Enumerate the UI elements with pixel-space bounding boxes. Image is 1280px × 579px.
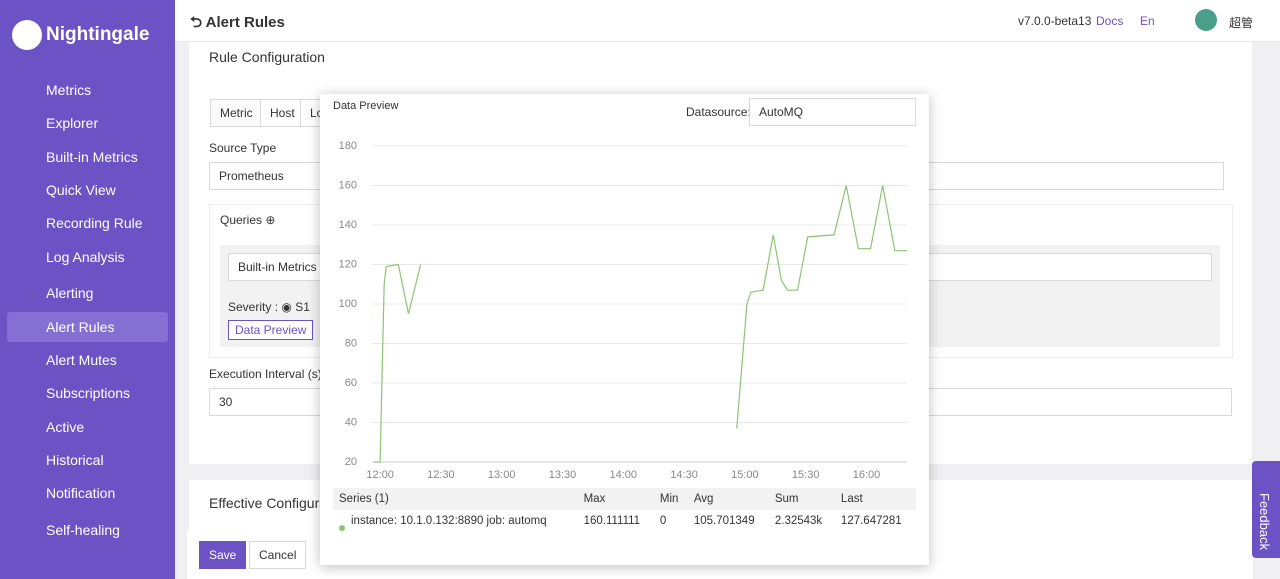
y-tick-label: 60 [345, 377, 357, 389]
avatar[interactable] [1195, 9, 1217, 31]
tab[interactable]: Metric [210, 99, 263, 127]
chart: 20 40 60 80 100 120 140 160 180 12:00 12:30 13:00 13… [339, 140, 907, 481]
menu-item[interactable]: Built-in Metrics [46, 149, 138, 165]
severity: Severity : ◉ S1 [228, 300, 310, 314]
y-tick-label: 100 [339, 298, 357, 310]
severity-option[interactable]: S1 [295, 300, 310, 314]
menu-item[interactable]: Metrics [46, 82, 92, 98]
label: Datasource: [686, 105, 751, 119]
severity-label: Severity [228, 300, 272, 314]
series-table: Series (1) Max Min Avg Sum Last instance: 10.… [333, 488, 916, 532]
tab[interactable]: Host [260, 99, 305, 127]
section-title: Effective Configurati [209, 495, 335, 511]
column-header[interactable]: Sum [774, 493, 799, 505]
menu-item[interactable]: Historical [46, 452, 104, 468]
menu-item[interactable]: Self-healing [46, 522, 120, 538]
menu-item[interactable]: Alert Rules [46, 319, 115, 335]
lang[interactable]: En [1140, 14, 1155, 28]
y-tick-label: 160 [339, 179, 357, 191]
sep: : [274, 300, 279, 314]
legend-dot [339, 525, 345, 531]
x-tick-label: 15:30 [792, 469, 820, 481]
x-tick-label: 13:30 [549, 469, 577, 481]
title: Alert Rules [205, 14, 285, 31]
menu-item[interactable]: Explorer [46, 115, 99, 131]
x-tick-label: 12:00 [366, 469, 394, 481]
x-tick-label: 14:30 [670, 469, 698, 481]
feedback[interactable]: Feedback [1252, 461, 1280, 558]
cell: 160.111111 [583, 515, 641, 527]
x-tick-label: 16:00 [853, 469, 881, 481]
docs-link[interactable]: Docs [1096, 14, 1124, 28]
cell: 2.32543k [774, 515, 823, 527]
save-button[interactable]: Save [199, 541, 247, 569]
header: ⮌ Alert Rules v7.0.0-beta13 Docs En 超管 [175, 0, 1280, 42]
popup-title: Data Preview [333, 100, 399, 112]
column-header[interactable]: Min [659, 493, 679, 505]
table-row: instance: 10.1.0.132:8890 job: automq 160… [333, 510, 916, 532]
cancel-button[interactable]: Cancel [249, 541, 307, 569]
logo-icon [12, 20, 42, 50]
page-title: ⮌ Alert Rules [190, 14, 285, 31]
x-tick-label: 14:00 [610, 469, 638, 481]
datasource-select[interactable]: AutoMQ [749, 98, 916, 126]
y-tick-label: 40 [345, 416, 357, 428]
menu-item[interactable]: Active [46, 419, 85, 435]
column-header[interactable]: Series (1) [339, 493, 389, 505]
x-tick-label: 15:00 [731, 469, 759, 481]
y-tick-label: 80 [345, 337, 357, 349]
x-tick-label: 12:30 [427, 469, 455, 481]
user[interactable]: 超管 [1229, 16, 1254, 30]
section-title: Rule Configuration [209, 49, 325, 65]
label: Execution Interval (s) [209, 367, 322, 381]
x-tick-label: 13:00 [488, 469, 516, 481]
preview-button[interactable]: Data Preview [228, 320, 314, 340]
sidebar: Nightingale Metrics Explorer Built-in Metr… [0, 0, 175, 579]
y-tick-label: 120 [339, 258, 357, 270]
preview-popup: Data Preview Datasource: AutoMQ 20 40 60 80… [320, 94, 929, 565]
y-tick-label: 140 [339, 219, 357, 231]
logo: Nightingale [46, 24, 150, 45]
column-header[interactable]: Last [840, 493, 863, 505]
version: v7.0.0-beta13 [1018, 14, 1092, 28]
column-header[interactable]: Max [583, 493, 606, 505]
series-line [374, 185, 907, 463]
cell: 0 [659, 515, 667, 527]
menu-item[interactable]: Recording Rule [46, 215, 143, 231]
label: Queries ⊕ [220, 213, 276, 227]
column-header[interactable]: Avg [693, 493, 714, 505]
table-header: Series (1) Max Min Avg Sum Last [333, 488, 916, 510]
y-tick-label: 180 [339, 140, 357, 152]
menu-item[interactable]: Notification [46, 485, 116, 501]
feedback-label[interactable]: Feedback [1257, 493, 1272, 551]
y-tick-label: 20 [345, 456, 357, 468]
menu-item[interactable]: Alert Mutes [46, 352, 117, 368]
menu-item[interactable]: Quick View [46, 182, 116, 198]
active-bg [7, 312, 168, 342]
menu-item[interactable]: Log Analysis [46, 249, 125, 265]
label: Source Type [209, 141, 277, 155]
cell: instance: 10.1.0.132:8890 job: automq [351, 515, 547, 527]
cell: 105.701349 [693, 515, 755, 527]
cell: 127.647281 [840, 515, 902, 527]
queries-label: Queries [220, 213, 263, 227]
menu-item[interactable]: Subscriptions [46, 385, 131, 401]
menu-item[interactable]: Alerting [46, 285, 94, 301]
